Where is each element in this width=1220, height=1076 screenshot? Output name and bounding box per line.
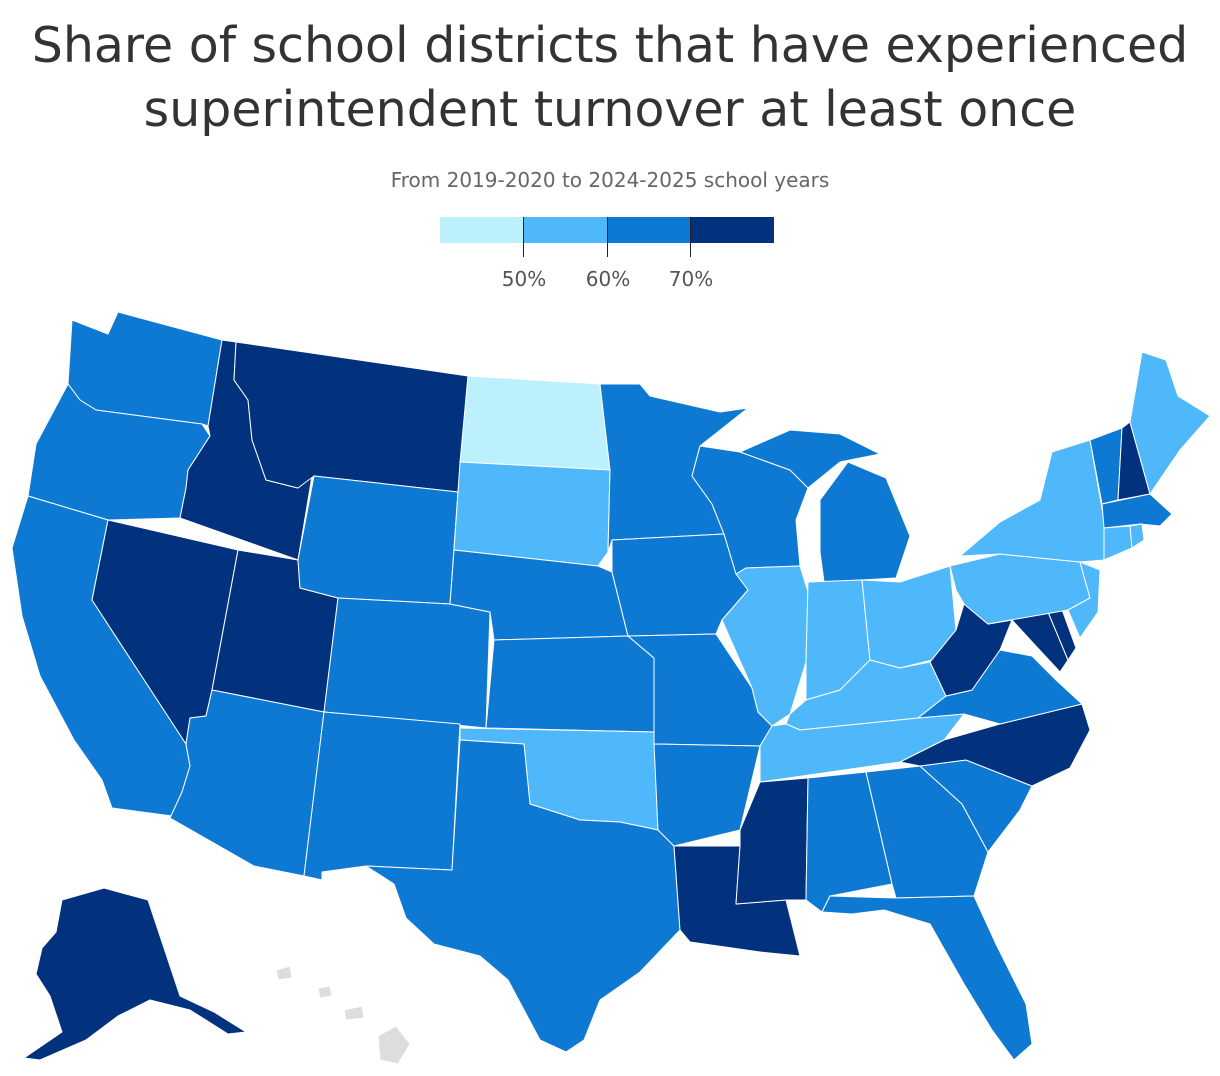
state-wyoming[interactable] — [297, 475, 459, 605]
state-new-mexico[interactable] — [303, 711, 461, 881]
state-connecticut[interactable] — [1103, 525, 1133, 561]
state-new-jersey[interactable] — [1067, 561, 1101, 639]
state-arizona[interactable] — [169, 689, 325, 877]
color-legend: 50% 60% 70% — [440, 217, 774, 297]
legend-swatch-50-60 — [523, 217, 607, 243]
state-kansas[interactable] — [485, 635, 655, 733]
state-new-york[interactable] — [959, 439, 1105, 563]
state-south-dakota[interactable] — [453, 461, 611, 567]
state-hawaii[interactable] — [377, 1025, 411, 1065]
state-florida[interactable] — [821, 895, 1033, 1061]
legend-swatch-over-70 — [690, 217, 774, 243]
legend-label-60: 60% — [585, 267, 631, 291]
us-choropleth-map — [0, 300, 1220, 1076]
state-maine[interactable] — [1129, 351, 1211, 495]
state-hawaii-islands[interactable] — [275, 965, 365, 1021]
state-north-dakota[interactable] — [459, 375, 611, 471]
state-montana[interactable] — [233, 341, 469, 493]
state-texas[interactable] — [365, 739, 681, 1053]
state-alaska[interactable] — [23, 887, 247, 1061]
map-svg — [11, 311, 1211, 1065]
state-rhode-island[interactable] — [1129, 523, 1145, 549]
state-michigan[interactable] — [819, 461, 911, 583]
legend-label-50: 50% — [501, 267, 547, 291]
legend-swatch-under-50 — [440, 217, 523, 243]
map-subtitle: From 2019-2020 to 2024-2025 school years — [390, 168, 830, 192]
legend-swatch-60-70 — [607, 217, 690, 243]
legend-tick-70 — [690, 217, 691, 257]
map-title: Share of school districts that have expe… — [31, 17, 1189, 138]
legend-label-70: 70% — [668, 267, 714, 291]
legend-tick-60 — [607, 217, 608, 257]
state-north-carolina[interactable] — [899, 703, 1091, 787]
state-colorado[interactable] — [323, 597, 491, 729]
legend-tick-50 — [523, 217, 524, 257]
state-arkansas[interactable] — [653, 743, 761, 847]
state-illinois[interactable] — [721, 565, 809, 727]
state-michigan-upper[interactable] — [739, 429, 881, 489]
